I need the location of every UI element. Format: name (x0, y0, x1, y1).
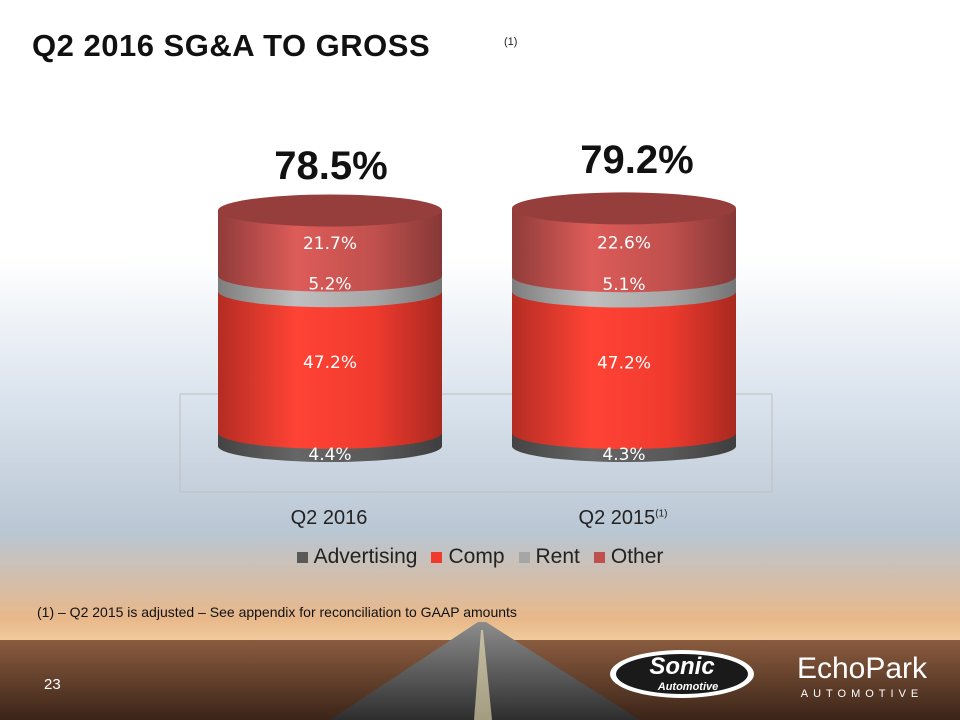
legend-swatch (296, 551, 308, 563)
bar-segment-comp (512, 291, 736, 450)
bar-segment-comp (218, 291, 442, 449)
data-label-advertising: 4.3% (602, 445, 645, 465)
data-label-other: 21.7% (303, 234, 357, 254)
chart-legend: Advertising Comp Rent Other (240, 545, 720, 569)
legend-label: Rent (535, 545, 580, 568)
legend-swatch (431, 551, 443, 563)
plot-area-frame (179, 393, 773, 493)
data-label-rent: 5.1% (602, 275, 645, 295)
legend-label: Other (610, 545, 664, 568)
svg-text:AUTOMOTIVE: AUTOMOTIVE (801, 688, 924, 700)
echopark-automotive-logo: EchoPark AUTOMOTIVE (797, 652, 928, 700)
legend-item-rent: Rent (518, 545, 580, 569)
svg-text:Automotive: Automotive (657, 681, 719, 693)
total-label-q2-2016: 78.5% (274, 144, 388, 188)
bar-segment-other (218, 210, 442, 292)
legend-label: Comp (448, 545, 505, 568)
data-label-comp: 47.2% (303, 353, 357, 373)
svg-text:EchoPark: EchoPark (797, 652, 928, 685)
legend-item-advertising: Advertising (296, 545, 418, 569)
legend-swatch (593, 551, 605, 563)
data-label-rent: 5.2% (308, 274, 351, 294)
page-number: 23 (44, 676, 61, 693)
slide-title: Q2 2016 SG&A TO GROSS (32, 28, 431, 63)
bar-segment-other (512, 208, 736, 293)
title-footnote-marker: (1) (504, 36, 518, 48)
svg-text:Sonic: Sonic (649, 653, 714, 680)
legend-swatch (518, 551, 530, 563)
legend-item-other: Other (593, 545, 664, 569)
total-label-q2-2015: 79.2% (580, 138, 694, 182)
category-name: Q2 2015 (578, 507, 656, 529)
bar-top-cap (512, 192, 736, 225)
data-label-other: 22.6% (597, 233, 651, 253)
category-name: Q2 2016 (290, 507, 368, 529)
bar-top-cap (218, 194, 442, 227)
sonic-automotive-logo: Sonic Automotive (610, 650, 754, 698)
legend-item-comp: Comp (431, 545, 505, 569)
data-label-advertising: 4.4% (308, 445, 351, 465)
footnote: (1) – Q2 2015 is adjusted – See appendix… (37, 604, 517, 620)
category-note: (1) (655, 508, 668, 520)
category-label-q2-2016: Q2 2016 (209, 507, 449, 530)
category-label-q2-2015: Q2 2015(1) (503, 507, 743, 530)
legend-label: Advertising (313, 545, 418, 568)
data-label-comp: 47.2% (597, 353, 651, 373)
